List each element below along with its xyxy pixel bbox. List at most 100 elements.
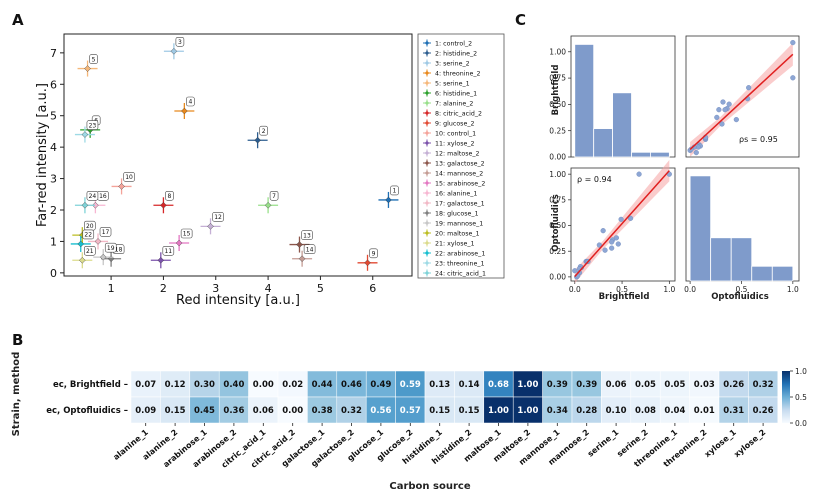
point-label: 20 [86,223,94,230]
legend-entry-label: 19: mannose_1 [435,220,483,227]
y-tick-label: 2 [50,204,57,217]
data-point-marker [264,202,272,209]
data-point-marker [157,257,165,264]
point-label-box [369,248,378,259]
legend-entry-label: 1: control_2 [435,40,472,47]
legend-entry-label: 16: alanine_1 [435,190,477,197]
heatmap-cell-value: 0.06 [606,380,627,390]
legend-entry-label: 15: arabinose_2 [435,180,485,187]
legend-entry-label: 7: alanine_2 [435,100,473,107]
legend-entry-label: 21: xylose_1 [435,240,475,247]
point-label: 19 [107,245,115,252]
heatmap-cell [748,370,779,398]
heatmap-cell-value: 0.32 [753,380,774,390]
legend-marker [424,120,430,126]
panel-a-legend: 1: control_2 2: histidine_2 3: serine_2 4: … [417,33,505,279]
heatmap-cell-value: 1.00 [517,380,538,390]
scatter-point [596,242,602,248]
point-label: 14 [306,246,314,253]
scatter-point [790,75,796,81]
heatmap-cell-value: 0.00 [282,406,303,416]
x-tick-label: 0.0 [569,285,581,294]
panel-c-row-label-brightfield: Brightfield [551,65,561,116]
histogram-bar [593,128,614,158]
scatter-point [790,39,796,46]
point-label-box [259,125,268,136]
heatmap-cell-value: 0.02 [282,380,303,390]
histogram-bar [689,175,712,282]
heatmap-cell-value: 0.10 [606,406,627,416]
heatmap-cell-value: 0.45 [194,406,215,416]
data-point-marker [364,259,371,267]
point-label-box [89,54,98,64]
point-label-box [84,245,96,256]
heatmap-cell-value: 0.06 [253,406,274,416]
point-label-box [104,242,117,253]
y-tick-label: 0.50 [549,100,566,109]
heatmap-cell [483,396,514,424]
point-label-box [186,96,195,107]
heatmap-cell [365,396,396,424]
point-label-box [86,190,99,201]
scatter-point [618,216,624,222]
legend-marker [424,90,430,96]
y-tick-label: 7 [50,47,57,60]
legend-entry-label: 4: threonine_2 [435,70,481,77]
scatter-point [722,107,728,113]
x-tick-label: 6 [369,282,376,295]
legend-entry-label: 13: galactose_2 [435,160,485,167]
data-point-marker [81,202,89,209]
y-tick-label: 0.50 [549,221,566,230]
legend-marker [424,60,430,66]
histogram-bar [751,265,773,282]
legend-marker [424,50,430,56]
point-label-box [99,227,112,237]
heatmap-cell-value: 0.15 [165,406,186,416]
legend-marker [424,160,430,166]
data-point-marker [170,48,178,55]
legend-marker [424,170,430,176]
heatmap-cell-value: 0.44 [312,380,333,390]
scatter-point [572,268,578,274]
y-tick-label: 0.25 [549,247,566,256]
point-label: 10 [125,174,133,181]
heatmap-cell-value: 0.39 [547,380,568,390]
data-point-marker [160,202,167,209]
panel-b-x-axis-label: Carbon source [389,481,470,492]
histogram-bar [771,265,794,282]
panel-a-y-axis-label: Far-red intensity [a.u.] [35,83,50,227]
legend-marker [424,100,430,106]
point-label-box [301,230,313,240]
histogram-bar [730,237,753,282]
legend-marker [424,40,430,46]
heatmap-cell [659,396,690,424]
heatmap-cell [218,396,249,424]
data-point-marker [181,107,188,115]
scatter-point [693,150,699,156]
heatmap-cell [454,396,485,424]
x-tick-label: 0.5 [616,285,628,294]
heatmap-cell [248,396,279,424]
point-label: 24 [89,193,97,200]
point-label-box [303,244,316,255]
heatmap-column-label: serine_1 [586,427,621,458]
heatmap-cell-value: 0.57 [400,406,421,416]
heatmap-cell [659,370,690,398]
heatmap-cell [130,396,161,424]
heatmap-cell [542,396,573,424]
colorbar-gradient [782,371,790,423]
heatmap-cell-value: 0.30 [194,380,215,390]
heatmap-cell [601,396,632,424]
panel-letter-a: A [12,11,24,29]
heatmap-cell-value: 0.13 [429,380,450,390]
heatmap-cell-value: 1.00 [488,406,509,416]
y-tick-label: 1.00 [549,170,566,179]
panel-c-col-label-brightfield: Brightfield [599,292,650,302]
legend-marker [424,140,430,146]
point-label: 2 [262,128,266,135]
heatmap-cell-value: 0.15 [459,406,480,416]
heatmap-cell-value: 0.08 [635,406,656,416]
legend-marker [424,270,430,276]
heatmap-cell-value: 0.15 [429,406,450,416]
regression-line [689,53,794,150]
